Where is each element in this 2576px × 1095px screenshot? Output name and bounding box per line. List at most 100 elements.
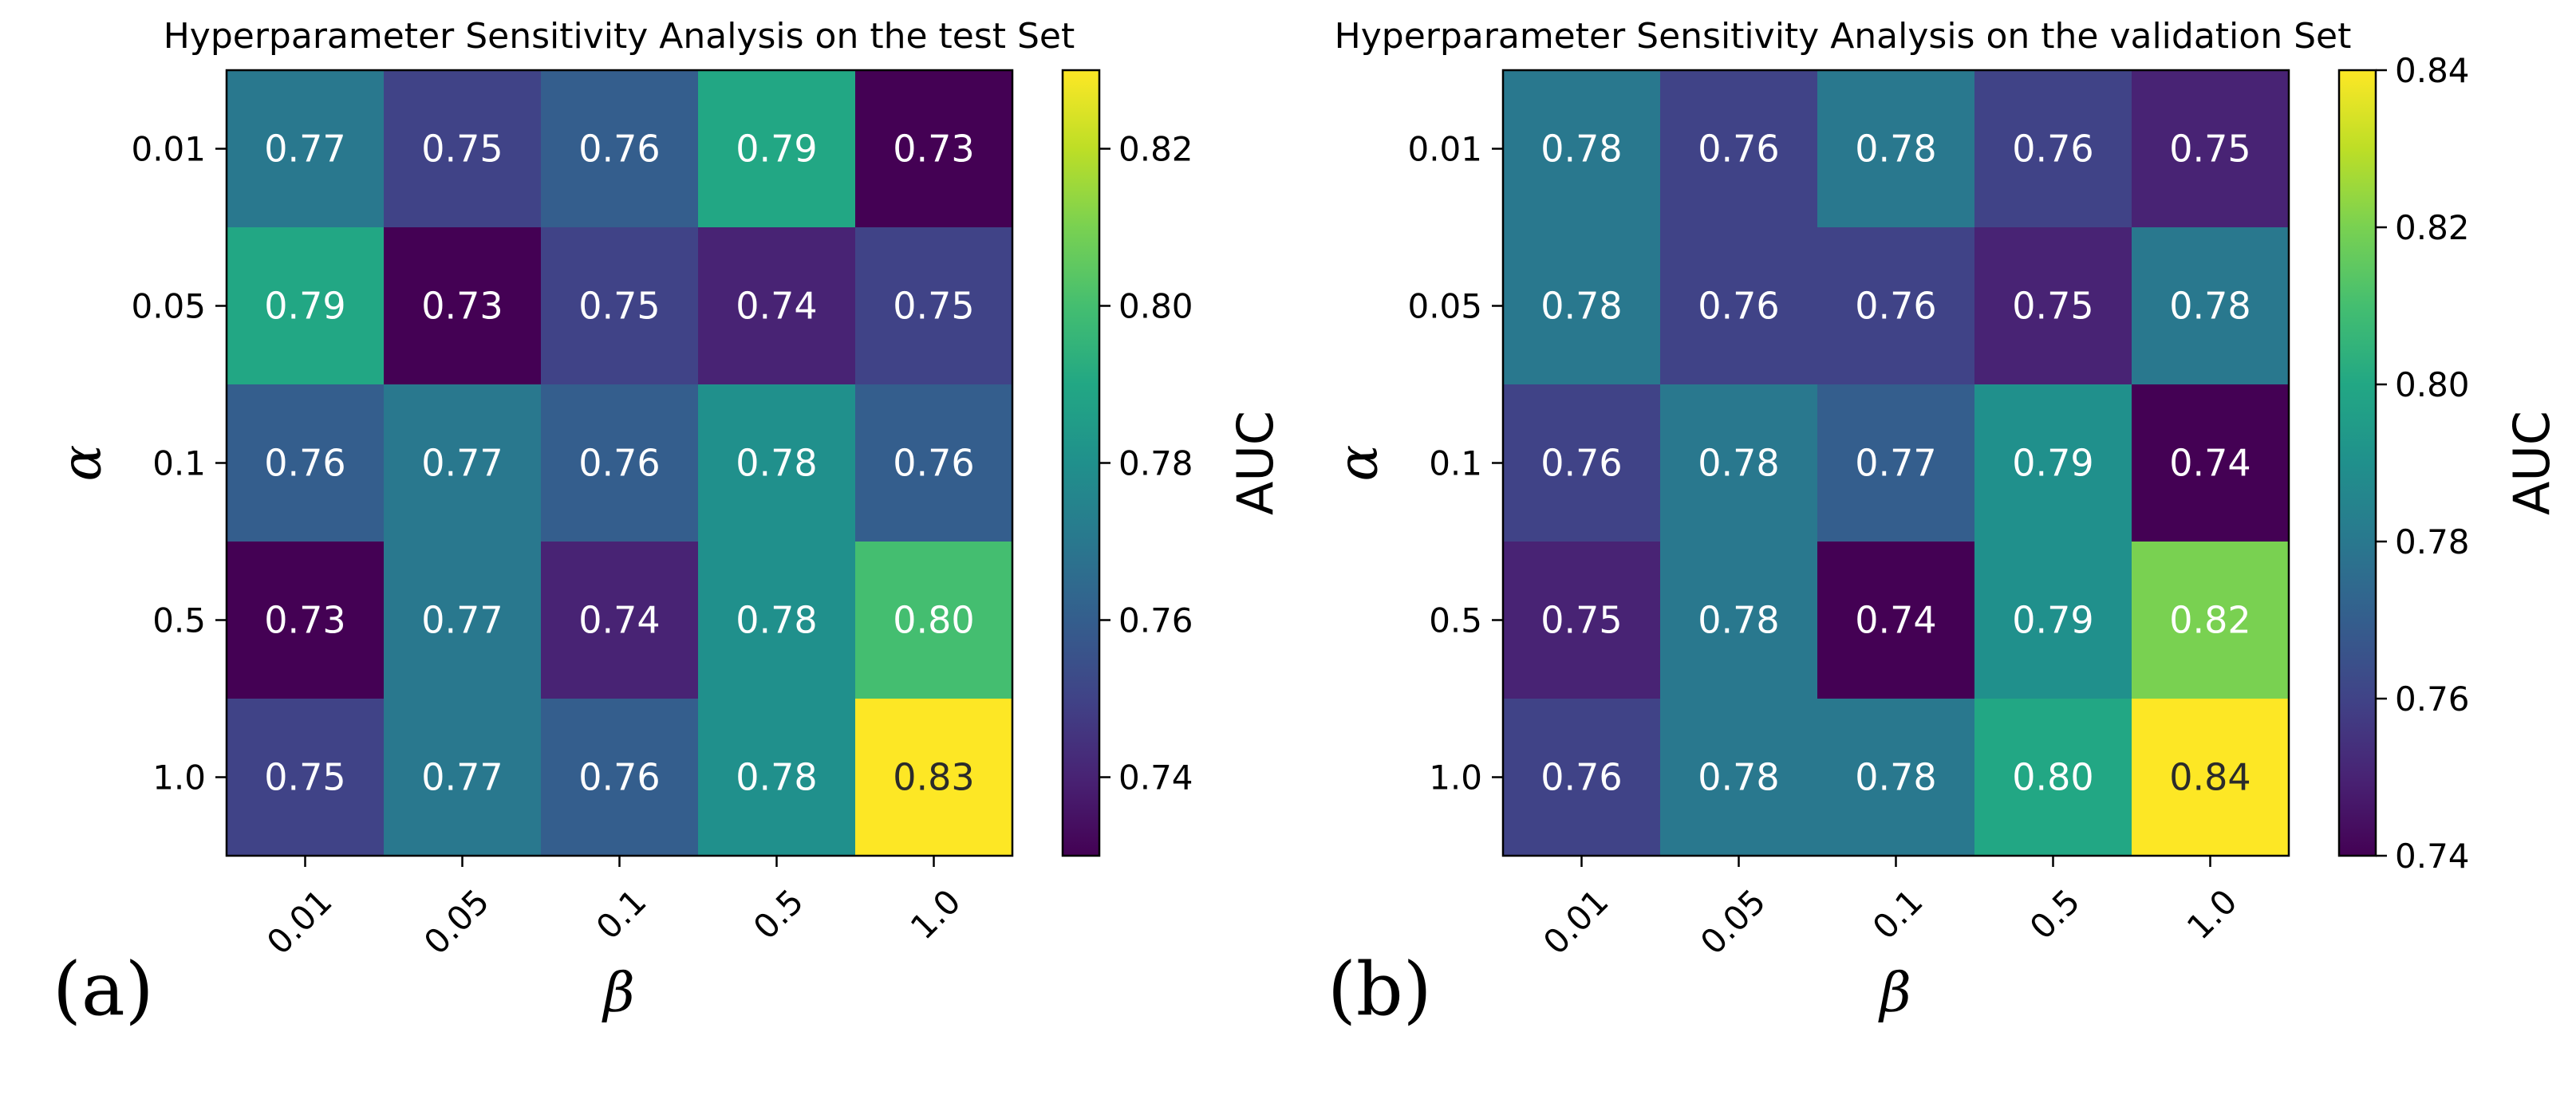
heatmap-cell xyxy=(698,699,856,857)
heatmap-cell xyxy=(2132,699,2290,857)
heatmap-cell xyxy=(1503,227,1661,385)
cell-value-label: 0.73 xyxy=(421,285,503,328)
cell-value-label: 0.80 xyxy=(2012,756,2093,799)
x-tick-label: 0.1 xyxy=(589,881,654,947)
heatmap-cell xyxy=(2132,70,2290,228)
cell-value-label: 0.78 xyxy=(1698,442,1779,485)
cell-value-label: 0.76 xyxy=(1540,442,1622,485)
heatmap-cell xyxy=(2132,542,2290,699)
heatmap-cell xyxy=(855,542,1013,699)
heatmap-cell xyxy=(541,699,699,857)
colorbar-tick-label: 0.84 xyxy=(2395,51,2470,90)
heatmap-cell xyxy=(855,227,1013,385)
cell-value-label: 0.76 xyxy=(893,442,974,485)
heatmap-cell xyxy=(1503,699,1661,857)
cell-value-label: 0.76 xyxy=(1698,128,1779,171)
heatmap-cell xyxy=(1974,227,2132,385)
x-tick-label: 0.1 xyxy=(1865,881,1931,947)
heatmap-cell xyxy=(541,70,699,228)
heatmap-cell xyxy=(1503,384,1661,542)
cell-value-label: 0.77 xyxy=(421,599,503,642)
heatmap-cell xyxy=(384,70,542,228)
cell-value-label: 0.78 xyxy=(736,756,817,799)
cell-value-label: 0.78 xyxy=(1540,285,1622,328)
x-tick-label: 0.5 xyxy=(746,881,811,947)
heatmap-cell xyxy=(1660,70,1818,228)
heatmap-cell xyxy=(541,542,699,699)
cell-value-label: 0.78 xyxy=(2169,285,2251,328)
cell-value-label: 0.77 xyxy=(1855,442,1936,485)
cell-value-label: 0.76 xyxy=(578,442,660,485)
y-axis-label: α xyxy=(51,445,114,482)
cell-value-label: 0.74 xyxy=(736,285,817,328)
heatmap-panel-b: Hyperparameter Sensitivity Analysis on t… xyxy=(1327,16,2562,1032)
heatmap-cell xyxy=(1974,699,2132,857)
cell-value-label: 0.80 xyxy=(893,599,974,642)
y-tick-label: 0.5 xyxy=(152,601,206,640)
heatmap-cell xyxy=(384,227,542,385)
x-tick-label: 0.01 xyxy=(259,881,340,962)
heatmap-cell xyxy=(698,542,856,699)
colorbar-tick-label: 0.80 xyxy=(1118,287,1193,326)
cell-value-label: 0.82 xyxy=(2169,599,2251,642)
colorbar xyxy=(2337,69,2377,857)
x-tick-label: 0.05 xyxy=(416,881,497,962)
chart-title: Hyperparameter Sensitivity Analysis on t… xyxy=(1335,16,2352,57)
y-tick-label: 0.1 xyxy=(152,444,206,483)
colorbar-label: AUC xyxy=(2503,411,2561,515)
y-tick-label: 0.05 xyxy=(131,287,206,326)
cell-value-label: 0.74 xyxy=(1855,599,1936,642)
heatmap-cell xyxy=(541,227,699,385)
cell-value-label: 0.75 xyxy=(1540,599,1622,642)
heatmap-cell xyxy=(1503,70,1661,228)
y-tick-label: 1.0 xyxy=(1429,758,1482,798)
heatmap-cell xyxy=(1660,384,1818,542)
y-tick-label: 0.01 xyxy=(1407,130,1482,169)
cell-value-label: 0.78 xyxy=(1855,128,1936,171)
x-tick-label: 1.0 xyxy=(2180,881,2245,947)
cell-value-label: 0.73 xyxy=(893,128,974,171)
cell-value-label: 0.79 xyxy=(736,128,817,171)
heatmap-cell xyxy=(1817,227,1975,385)
cell-value-label: 0.75 xyxy=(893,285,974,328)
heatmap-cell xyxy=(227,699,385,857)
cell-value-label: 0.77 xyxy=(421,442,503,485)
heatmap-cell xyxy=(1974,384,2132,542)
heatmap-cell xyxy=(1660,542,1818,699)
heatmap-cell xyxy=(227,227,385,385)
cell-value-label: 0.75 xyxy=(421,128,503,171)
heatmap-cell xyxy=(384,384,542,542)
x-tick-label: 0.5 xyxy=(2022,881,2088,947)
cell-value-label: 0.78 xyxy=(1540,128,1622,171)
heatmap-cell xyxy=(541,384,699,542)
y-tick-label: 0.01 xyxy=(131,130,206,169)
cell-value-label: 0.78 xyxy=(1698,756,1779,799)
heatmap-cell xyxy=(2132,227,2290,385)
colorbar-tick-label: 0.76 xyxy=(1118,601,1193,640)
cell-value-label: 0.74 xyxy=(2169,442,2251,485)
y-axis-label: α xyxy=(1327,445,1391,482)
cell-value-label: 0.78 xyxy=(736,599,817,642)
cell-value-label: 0.77 xyxy=(421,756,503,799)
chart-title: Hyperparameter Sensitivity Analysis on t… xyxy=(164,16,1075,57)
heatmap-cell xyxy=(698,227,856,385)
cell-value-label: 0.73 xyxy=(264,599,345,642)
heatmap-cell xyxy=(1660,699,1818,857)
heatmap-cell xyxy=(855,70,1013,228)
heatmap-cell xyxy=(855,384,1013,542)
x-axis-label: β xyxy=(1877,962,1911,1025)
y-tick-label: 0.1 xyxy=(1429,444,1482,483)
colorbar-tick-label: 0.80 xyxy=(2395,365,2470,404)
cell-value-label: 0.78 xyxy=(1855,756,1936,799)
y-tick-label: 0.05 xyxy=(1407,287,1482,326)
colorbar-label: AUC xyxy=(1226,411,1284,515)
cell-value-label: 0.76 xyxy=(1698,285,1779,328)
colorbar-tick-label: 0.82 xyxy=(2395,208,2470,247)
y-tick-label: 0.5 xyxy=(1429,601,1482,640)
cell-value-label: 0.75 xyxy=(2169,128,2251,171)
heatmap-cell xyxy=(1817,699,1975,857)
cell-value-label: 0.76 xyxy=(578,128,660,171)
heatmap-cell xyxy=(698,384,856,542)
heatmap-cell xyxy=(2132,384,2290,542)
heatmap-cell xyxy=(1974,542,2132,699)
